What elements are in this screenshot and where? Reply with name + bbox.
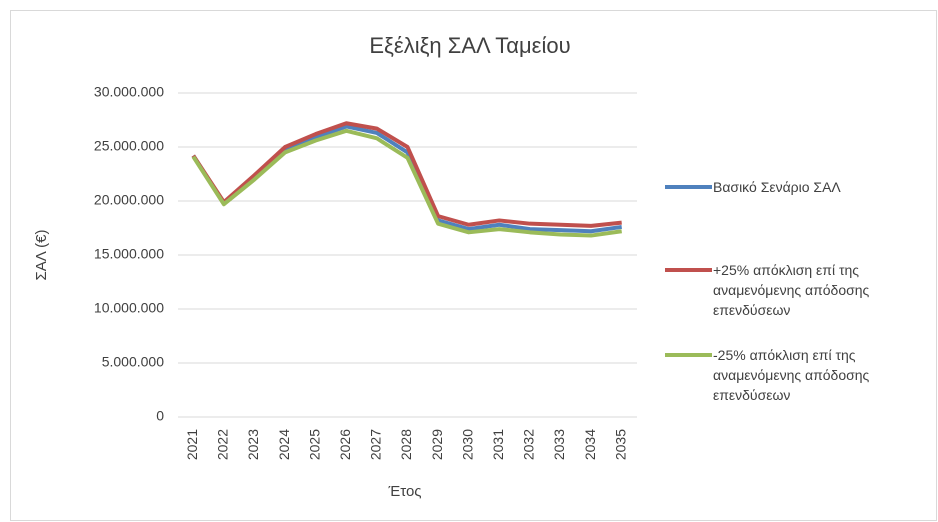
y-tick-label: 25.000.000 xyxy=(94,138,164,154)
x-tick-label: 2028 xyxy=(398,429,414,460)
x-tick-label: 2030 xyxy=(459,429,475,460)
x-tick-label: 2031 xyxy=(490,429,506,460)
y-tick-label: 15.000.000 xyxy=(94,246,164,262)
x-tick-label: 2023 xyxy=(245,429,261,460)
legend-label: Βασικό Σενάριο ΣΑΛ xyxy=(713,179,841,195)
x-tick-label: 2024 xyxy=(276,429,292,460)
y-axis-title: ΣΑΛ (€) xyxy=(33,230,50,281)
series-line xyxy=(191,121,622,228)
x-tick-label: 2029 xyxy=(429,429,445,460)
x-axis-title: Έτος xyxy=(387,483,421,500)
x-tick-label: 2021 xyxy=(184,429,200,460)
chart-border xyxy=(10,10,937,521)
x-tick-label: 2035 xyxy=(612,429,628,460)
y-tick-label: 30.000.000 xyxy=(94,84,164,100)
y-tick-label: 10.000.000 xyxy=(94,300,164,316)
x-tick-label: 2026 xyxy=(337,429,353,460)
x-tick-label: 2027 xyxy=(368,429,384,460)
x-tick-label: 2022 xyxy=(215,429,231,460)
x-tick-label: 2032 xyxy=(521,429,537,460)
legend-label: -25% απόκλιση επί της αναμενόμενης απόδο… xyxy=(713,347,870,403)
y-tick-label: 0 xyxy=(156,408,164,424)
y-tick-label: 5.000.000 xyxy=(102,354,164,370)
y-tick-label: 20.000.000 xyxy=(94,192,164,208)
x-tick-label: 2025 xyxy=(306,429,322,460)
legend-label: +25% απόκλιση επί της αναμενόμενης απόδο… xyxy=(713,262,870,318)
x-tick-label: 2033 xyxy=(551,429,567,460)
x-tick-label: 2034 xyxy=(582,429,598,460)
chart-title: Εξέλιξη ΣΑΛ Ταμείου xyxy=(369,33,570,58)
series-line xyxy=(191,128,622,238)
